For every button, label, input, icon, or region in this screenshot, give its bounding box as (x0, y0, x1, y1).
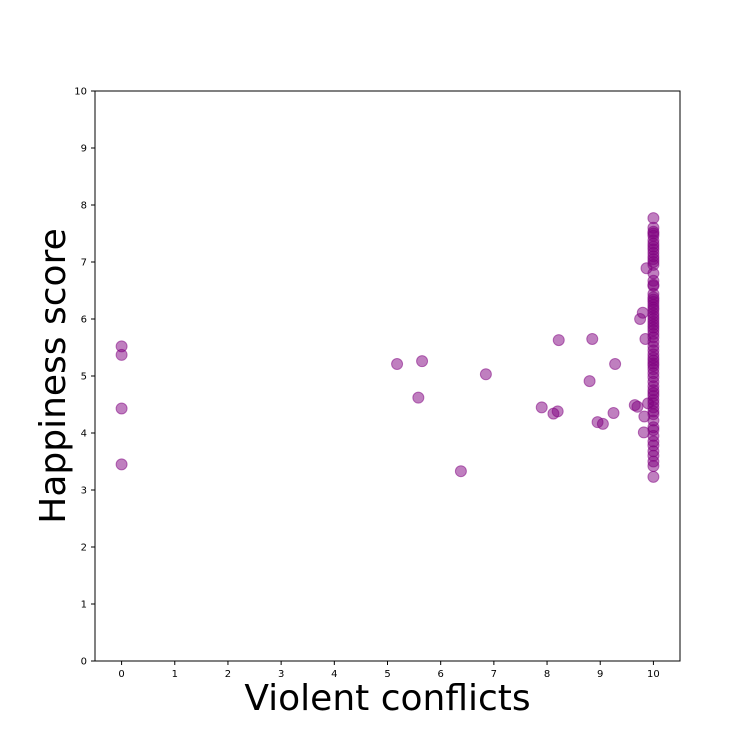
data-point (552, 334, 565, 347)
data-point (391, 358, 404, 371)
x-axis-label: Violent conflicts (244, 678, 530, 719)
x-tick-label: 4 (331, 669, 337, 680)
data-point (636, 306, 649, 319)
data-point (631, 400, 644, 413)
data-point (596, 417, 609, 430)
x-tick-label: 5 (384, 669, 390, 680)
plot-frame (94, 90, 681, 662)
y-tick-label: 3 (81, 486, 87, 497)
y-tick-label: 0 (81, 657, 87, 668)
x-tick-label: 7 (491, 669, 497, 680)
x-tick-label: 1 (172, 669, 178, 680)
x-tick-label: 2 (225, 669, 231, 680)
data-point (479, 368, 492, 381)
data-point (583, 375, 596, 388)
y-tick-label: 8 (81, 201, 87, 212)
y-tick-label: 4 (81, 429, 87, 440)
y-tick-label: 7 (81, 258, 87, 269)
x-tick-label: 3 (278, 669, 284, 680)
x-tick-label: 6 (437, 669, 443, 680)
data-points (115, 212, 660, 483)
x-tick-label: 8 (544, 669, 550, 680)
data-point (551, 405, 564, 418)
data-point (115, 348, 128, 361)
x-tick-label: 10 (647, 669, 660, 680)
data-point (647, 470, 660, 483)
data-point (535, 401, 548, 414)
x-tick-label: 9 (597, 669, 603, 680)
data-point (115, 458, 128, 471)
data-point (609, 358, 622, 371)
data-point (647, 460, 660, 473)
data-point (607, 407, 620, 420)
data-point (115, 402, 128, 415)
y-tick-label: 6 (81, 315, 87, 326)
y-axis-label: Happiness score (33, 228, 74, 524)
y-tick-label: 2 (81, 543, 87, 554)
y-tick-label: 9 (81, 144, 87, 155)
y-tick-label: 1 (81, 600, 87, 611)
data-point (412, 391, 425, 404)
x-tick-label: 0 (118, 669, 124, 680)
axis-ticks: 0 1 2 3 4 5 6 7 8 9 10 0 1 2 3 4 5 6 7 8 9 10 (74, 87, 660, 681)
y-tick-label: 10 (74, 87, 87, 98)
data-point (416, 355, 429, 368)
data-point (454, 465, 467, 478)
data-point (586, 332, 599, 345)
y-tick-label: 5 (81, 372, 87, 383)
